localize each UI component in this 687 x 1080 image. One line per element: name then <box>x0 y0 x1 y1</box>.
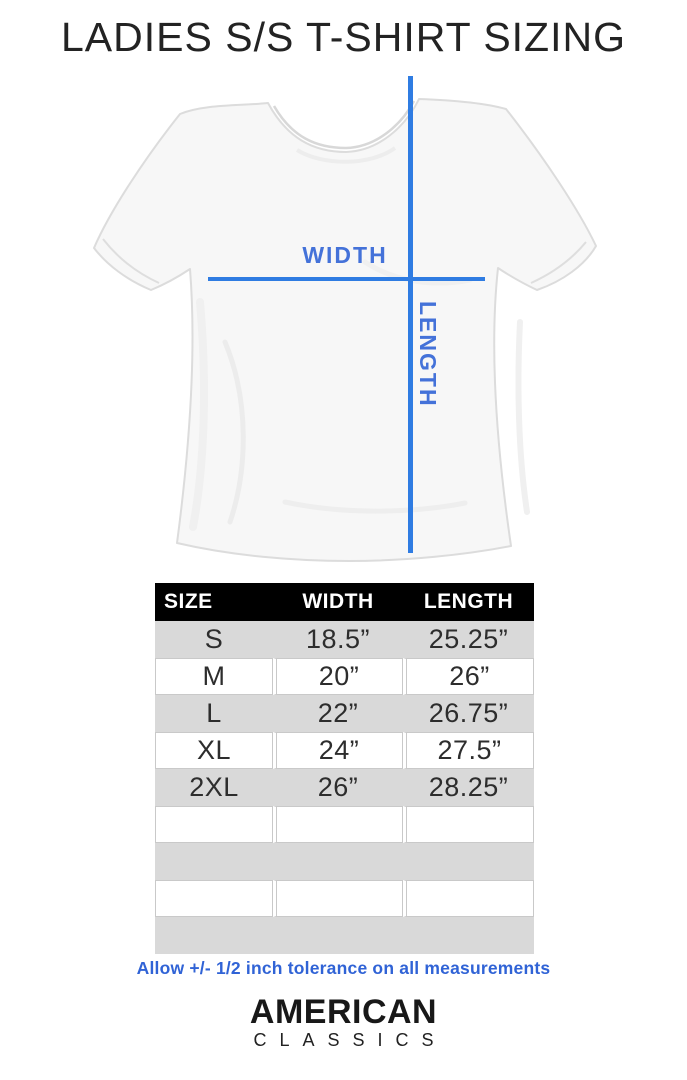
header-size: SIZE <box>164 590 213 613</box>
size-table: SIZE WIDTH LENGTH S 18.5” 25.25” M 20” 2… <box>155 583 534 954</box>
size-cell <box>155 917 273 954</box>
table-row: S 18.5” 25.25” <box>155 621 534 658</box>
tshirt-measurement-diagram <box>65 82 610 567</box>
width-cell <box>273 806 403 843</box>
size-cell <box>155 880 273 917</box>
width-cell <box>273 843 403 880</box>
width-measure-line <box>208 277 485 281</box>
size-cell: S <box>204 624 224 654</box>
width-cell: 22” <box>317 698 359 728</box>
table-row: M 20” 26” <box>155 658 534 695</box>
table-row: XL 24” 27.5” <box>155 732 534 769</box>
header-length: LENGTH <box>423 590 514 613</box>
table-row <box>155 806 534 843</box>
size-table-body: S 18.5” 25.25” M 20” 26” L 22” 26.75” XL… <box>155 621 534 954</box>
table-row <box>155 880 534 917</box>
width-cell: 20” <box>273 658 403 695</box>
size-cell <box>155 806 273 843</box>
table-row <box>155 917 534 954</box>
length-cell: 27.5” <box>403 732 534 769</box>
page-title: LADIES S/S T-SHIRT SIZING <box>61 14 626 60</box>
table-row <box>155 843 534 880</box>
length-cell <box>403 880 534 917</box>
width-label: WIDTH <box>302 242 388 268</box>
length-cell <box>403 917 534 954</box>
width-cell <box>273 917 403 954</box>
table-row: L 22” 26.75” <box>155 695 534 732</box>
size-cell: M <box>155 658 273 695</box>
width-cell: 26” <box>317 772 359 802</box>
length-cell <box>403 843 534 880</box>
width-cell <box>273 880 403 917</box>
size-cell: 2XL <box>189 772 239 802</box>
size-table-header: SIZE WIDTH LENGTH <box>155 583 534 621</box>
length-cell: 25.25” <box>428 624 509 654</box>
tolerance-note: Allow +/- 1/2 inch tolerance on all meas… <box>136 958 551 978</box>
length-cell <box>403 806 534 843</box>
length-cell: 28.25” <box>428 772 509 802</box>
size-cell <box>155 843 273 880</box>
width-cell: 18.5” <box>305 624 371 654</box>
size-cell: XL <box>155 732 273 769</box>
length-measure-line <box>408 76 413 553</box>
length-cell: 26” <box>403 658 534 695</box>
header-width: WIDTH <box>302 590 374 613</box>
table-row: 2XL 26” 28.25” <box>155 769 534 806</box>
brand-logo: AMERICAN CLASSICS <box>0 995 687 1051</box>
size-cell: L <box>206 698 222 728</box>
brand-subname: CLASSICS <box>253 1030 447 1050</box>
tshirt-graphic-icon <box>93 98 597 562</box>
length-label: LENGTH <box>415 301 441 408</box>
length-cell: 26.75” <box>428 698 509 728</box>
width-cell: 24” <box>273 732 403 769</box>
brand-name: AMERICAN <box>249 993 438 1031</box>
